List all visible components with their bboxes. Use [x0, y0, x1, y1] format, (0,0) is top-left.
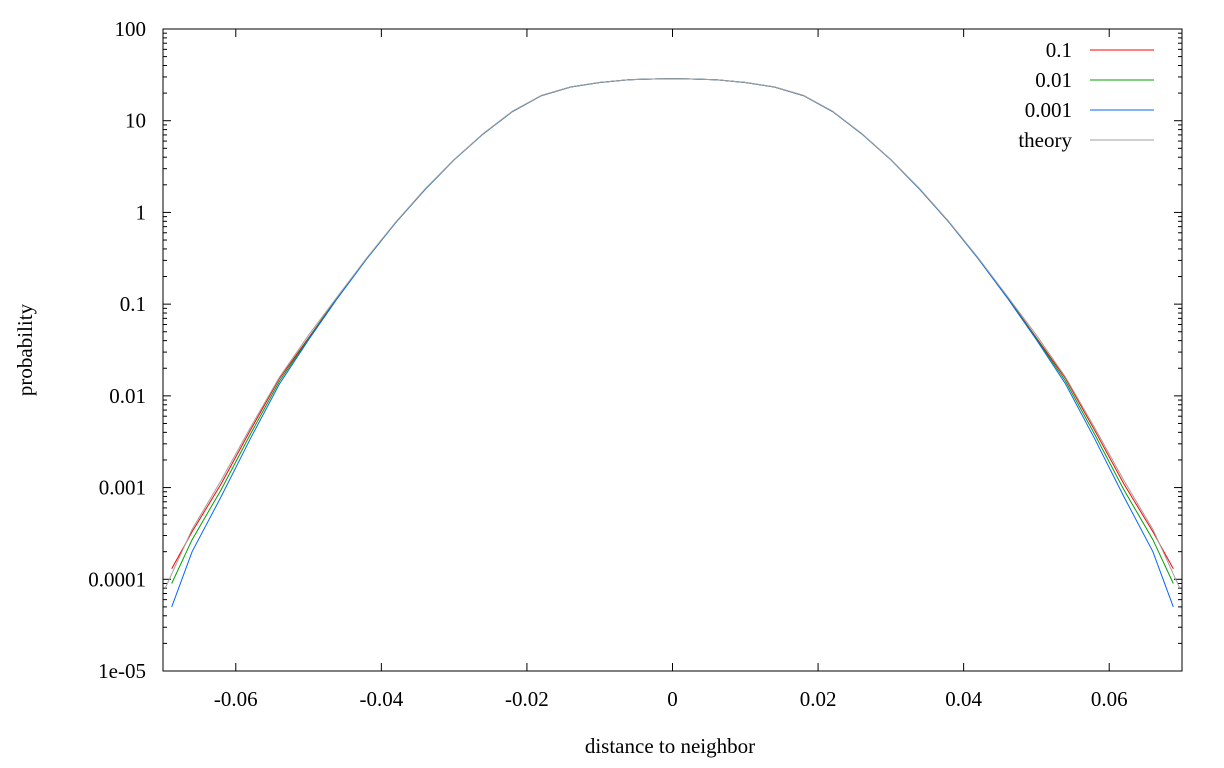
series-line-0-01: [171, 78, 1174, 584]
x-tick-label: -0.06: [214, 687, 258, 711]
y-tick-label: 10: [125, 109, 146, 133]
x-tick-label: -0.04: [359, 687, 403, 711]
y-tick-label: 0.0001: [88, 567, 146, 591]
y-tick-label: 1e-05: [98, 659, 146, 683]
y-tick-label: 0.001: [99, 476, 146, 500]
x-tick-label: 0.06: [1091, 687, 1128, 711]
series-line-0-001: [171, 78, 1174, 608]
ticks: -0.06 -0.04 -0.02 0 0.02 0.04 0.06 100 10 1 0.1 0.0…: [88, 17, 1182, 711]
x-tick-label: -0.02: [505, 687, 549, 711]
series-line-theory: [164, 78, 1181, 589]
legend-label: 0.001: [1025, 98, 1072, 122]
legend-label: theory: [1018, 128, 1072, 152]
y-tick-label: 0.01: [109, 384, 146, 408]
legend-label: 0.1: [1046, 38, 1072, 62]
series-lines: [164, 78, 1181, 608]
plot-frame: [162, 28, 1183, 672]
series-line-0-1: [171, 78, 1174, 570]
x-axis-title: distance to neighbor: [585, 734, 755, 758]
x-tick-label: 0: [667, 687, 678, 711]
legend-label: 0.01: [1035, 68, 1072, 92]
y-tick-label: 1: [136, 200, 147, 224]
x-tick-label: 0.04: [945, 687, 982, 711]
y-tick-label: 0.1: [120, 292, 146, 316]
x-tick-label: 0.02: [800, 687, 837, 711]
y-axis-title: probability: [13, 303, 37, 396]
y-tick-label: 100: [115, 17, 147, 41]
legend: 0.1 0.01 0.001 theory: [1018, 38, 1154, 152]
